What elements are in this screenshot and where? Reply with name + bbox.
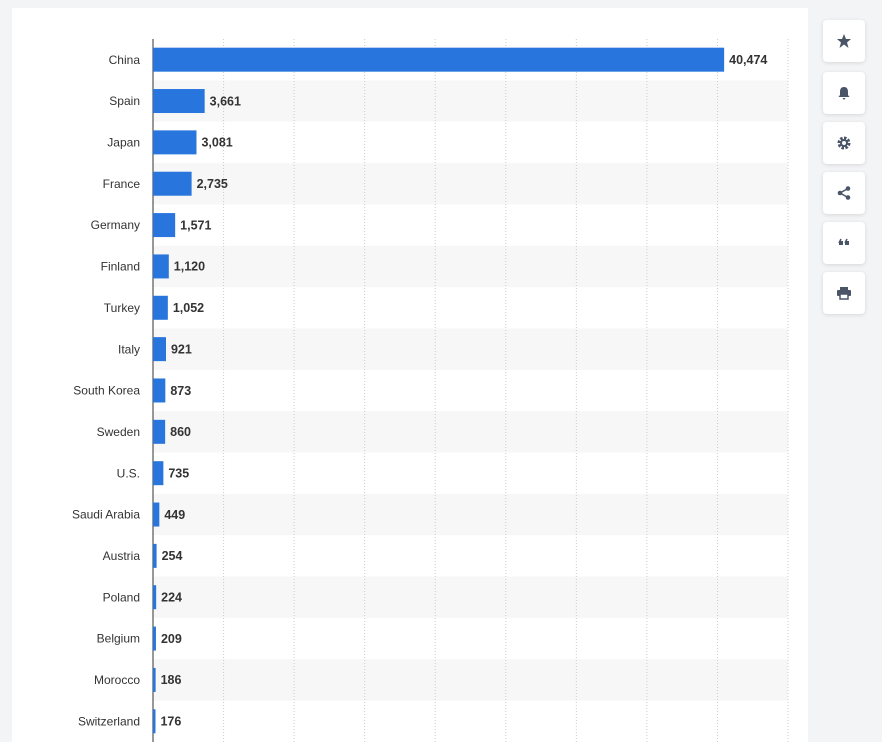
row-band	[153, 163, 788, 205]
bell-icon	[838, 87, 850, 100]
value-label: 1,120	[174, 260, 205, 274]
notification-button[interactable]	[823, 72, 865, 114]
value-label: 224	[161, 591, 182, 605]
bar	[153, 89, 205, 114]
value-label: 186	[161, 673, 182, 687]
y-tick-label: Japan	[107, 136, 140, 150]
row-band	[153, 493, 788, 536]
bar	[153, 295, 168, 320]
y-tick-label: China	[109, 53, 141, 67]
bar	[153, 461, 164, 486]
bar	[153, 213, 176, 238]
bar	[153, 626, 156, 651]
value-label: 176	[160, 715, 181, 729]
row-band	[153, 659, 788, 701]
bar	[153, 130, 197, 155]
y-tick-label: U.S.	[117, 466, 140, 480]
gear-icon	[837, 136, 851, 150]
share-icon	[837, 186, 851, 200]
y-tick-label: France	[103, 177, 141, 191]
row-band	[153, 328, 788, 370]
value-label: 209	[161, 632, 182, 646]
y-tick-label: Turkey	[104, 301, 140, 315]
bar	[153, 378, 166, 403]
y-tick-label: Saudi Arabia	[72, 508, 140, 522]
value-label: 735	[168, 466, 189, 480]
star-icon	[837, 34, 851, 48]
share-button[interactable]	[823, 172, 865, 214]
settings-button[interactable]	[823, 122, 865, 164]
value-label: 3,661	[210, 94, 241, 108]
value-label: 873	[170, 384, 191, 398]
y-tick-label: Poland	[103, 590, 140, 604]
row-band	[153, 411, 788, 453]
y-tick-label: Italy	[118, 342, 140, 356]
bar	[153, 47, 725, 72]
y-tick-label: Switzerland	[78, 714, 140, 728]
bar	[153, 709, 156, 734]
bar	[153, 585, 157, 610]
bar	[153, 171, 192, 196]
y-tick-label: South Korea	[73, 384, 140, 398]
row-band	[153, 80, 788, 122]
y-tick-label: Finland	[101, 260, 140, 274]
value-label: 254	[162, 549, 183, 563]
bar	[153, 419, 166, 444]
bar	[153, 254, 169, 279]
row-band	[153, 576, 788, 618]
y-tick-label: Spain	[109, 94, 140, 108]
y-tick-label: Germany	[91, 218, 140, 232]
cite-button[interactable]	[823, 222, 865, 264]
value-label: 449	[164, 508, 185, 522]
favorite-button[interactable]	[823, 20, 865, 62]
print-button[interactable]	[823, 272, 865, 314]
y-tick-label: Sweden	[97, 425, 140, 439]
bar	[153, 667, 156, 692]
bar	[153, 502, 160, 527]
value-label: 2,735	[197, 177, 228, 191]
quote-icon	[838, 238, 849, 245]
bar	[153, 337, 166, 362]
value-label: 40,474	[729, 53, 767, 67]
value-label: 1,052	[173, 301, 204, 315]
value-label: 860	[170, 425, 191, 439]
y-tick-label: Morocco	[94, 673, 140, 687]
value-label: 921	[171, 342, 192, 356]
y-tick-label: Austria	[103, 549, 141, 563]
bar	[153, 543, 157, 568]
y-tick-label: Belgium	[97, 632, 140, 646]
value-label: 1,571	[180, 218, 211, 232]
value-label: 3,081	[201, 136, 232, 150]
row-band	[153, 245, 788, 288]
print-icon	[837, 287, 851, 300]
chart-card	[12, 8, 808, 742]
